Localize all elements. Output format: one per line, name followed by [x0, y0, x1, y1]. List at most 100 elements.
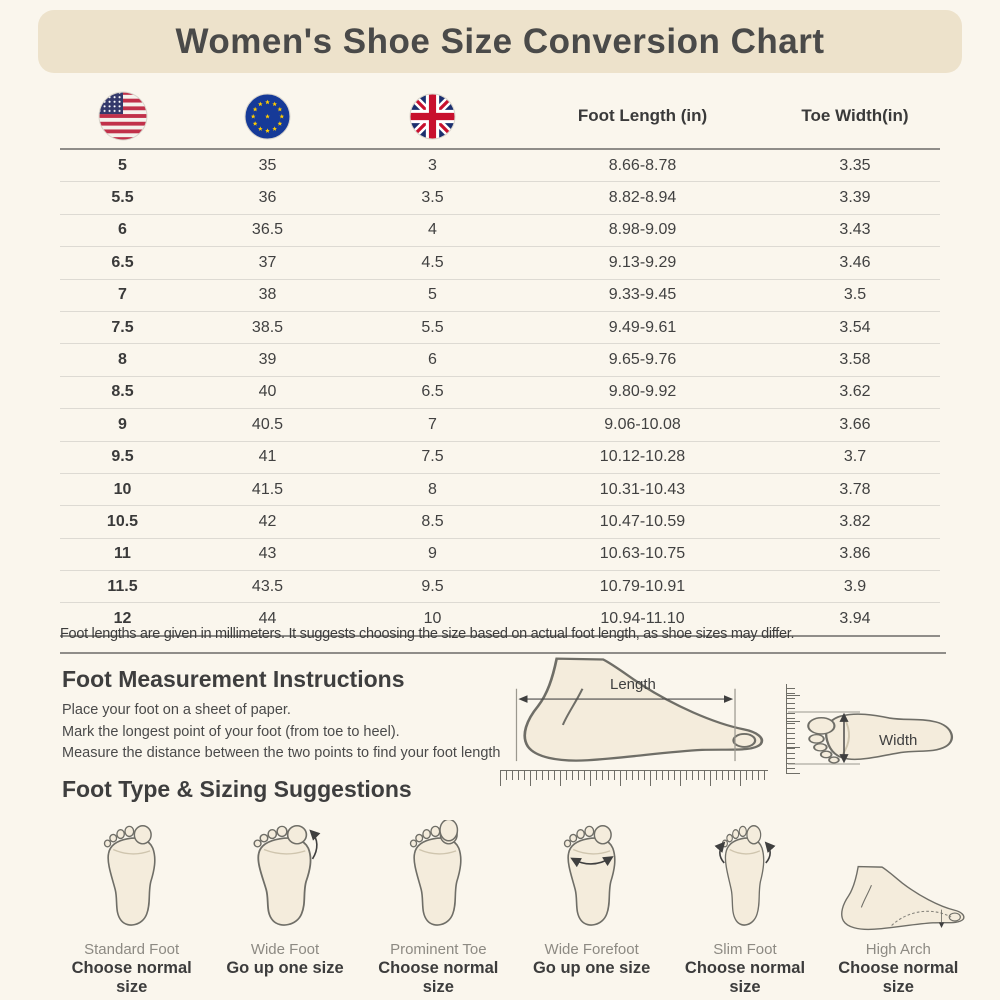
cell-toe-width: 3.54	[770, 310, 940, 344]
slim-foot-sole-icon	[668, 816, 821, 934]
measurement-section-title: Foot Measurement Instructions	[62, 666, 405, 692]
cell-toe-width: 3.94	[770, 602, 940, 637]
cell-uk-size: 6.5	[350, 375, 515, 409]
foot-types-section-title: Foot Type & Sizing Suggestions	[62, 776, 412, 802]
foot-types-row: Standard Foot Choose normal size Wide Fo…	[55, 816, 975, 997]
cell-us-size: 11.5	[60, 570, 185, 603]
table-row: 10.5 42 8.5 10.47-10.59 3.82	[60, 505, 940, 539]
cell-eu-size: 39	[185, 343, 350, 377]
cell-eu-size: 40.5	[185, 408, 350, 442]
cell-toe-width: 3.35	[839, 156, 871, 174]
cell-foot-length: 9.65-9.76	[515, 343, 770, 377]
cell-us-size: 5	[118, 156, 127, 174]
table-row: 11.5 43.5 9.5 10.79-10.91 3.9	[60, 570, 940, 603]
foot-type-item: Wide Forefoot Go up one size	[515, 816, 668, 997]
foot-type-name: High Arch	[865, 941, 931, 958]
cell-uk-size: 5	[350, 278, 515, 312]
cell-eu-size: 41	[185, 440, 350, 474]
cell-toe-width: 3.9	[770, 570, 940, 603]
wide-forefoot-sole-icon	[515, 816, 668, 934]
cell-eu-size: 36.5	[185, 213, 350, 247]
cell-foot-length: 10.47-10.59	[515, 505, 770, 539]
standard-foot-sole-icon	[55, 816, 208, 934]
cell-toe-width: 3.66	[770, 408, 940, 442]
cell-foot-length: 10.79-10.91	[515, 570, 770, 603]
measurement-section: Foot Measurement Instructions Place your…	[62, 666, 502, 765]
length-label: Length	[610, 676, 656, 693]
table-row: 8 39 6 9.65-9.76 3.58	[60, 343, 940, 377]
column-header-foot-length: Foot Length (in)	[515, 84, 770, 150]
cell-us-size: 8	[60, 343, 185, 377]
foot-width-diagram: Width	[782, 660, 992, 785]
cell-foot-length: 10.94-11.10	[515, 602, 770, 637]
cell-toe-width: 3.46	[770, 246, 940, 280]
cell-uk-size: 4	[350, 213, 515, 247]
title-band: Women's Shoe Size Conversion Chart	[38, 10, 962, 73]
cell-us-size: 10	[60, 472, 185, 506]
table-row: 5.5 36 3.5 8.82-8.94 3.39	[60, 181, 940, 215]
cell-toe-width: 3.43	[770, 213, 940, 247]
foot-side-illustration	[515, 657, 764, 762]
table-row: 6.5 37 4.5 9.13-9.29 3.46	[60, 246, 940, 280]
cell-foot-length: 8.98-9.09	[515, 213, 770, 247]
cell-toe-width: 3.39	[770, 181, 940, 215]
cell-uk-size: 6	[350, 343, 515, 377]
foot-type-name: Wide Forefoot	[544, 941, 639, 958]
cell-eu-size: 43.5	[185, 570, 350, 603]
table-row: 7.5 38.5 5.5 9.49-9.61 3.54	[60, 310, 940, 344]
instruction-step: Measure the distance between the two poi…	[62, 745, 501, 761]
table-row: 9.5 41 7.5 10.12-10.28 3.7	[60, 440, 940, 474]
cell-eu-size: 37	[185, 246, 350, 280]
cell-toe-width: 3.82	[770, 505, 940, 539]
foot-length-diagram: Length	[498, 656, 778, 790]
table-row: 5 35 3 8.66-8.78 3.35	[60, 149, 940, 182]
cell-uk-size: 3	[428, 156, 437, 174]
cell-us-size: 6	[60, 213, 185, 247]
cell-eu-size: 43	[185, 537, 350, 571]
cell-us-size: 7.5	[60, 310, 185, 344]
width-label: Width	[879, 732, 918, 749]
cell-foot-length: 8.82-8.94	[515, 181, 770, 215]
cell-uk-size: 10	[350, 602, 515, 637]
eu-flag-icon	[185, 84, 350, 150]
cell-us-size: 5.5	[60, 181, 185, 215]
foot-type-suggestion: Choose normal size	[378, 959, 499, 996]
cell-us-size: 7	[60, 278, 185, 312]
table-row: 8.5 40 6.5 9.80-9.92 3.62	[60, 375, 940, 409]
cell-foot-length: 10.31-10.43	[515, 472, 770, 506]
table-row: 9 40.5 7 9.06-10.08 3.66	[60, 408, 940, 442]
cell-toe-width: 3.62	[770, 375, 940, 409]
foot-type-suggestion: Choose normal size	[684, 959, 806, 996]
vertical-ruler-icon	[786, 684, 801, 774]
table-row: 7 38 5 9.33-9.45 3.5	[60, 278, 940, 312]
foot-type-item: Slim Foot Choose normal size	[668, 816, 821, 997]
foot-sole-illustration	[788, 711, 954, 765]
cell-us-size: 8.5	[60, 375, 185, 409]
foot-type-suggestion: Go up one size	[226, 959, 344, 977]
cell-us-size: 9.5	[60, 440, 185, 474]
page-title: Women's Shoe Size Conversion Chart	[175, 21, 825, 61]
cell-toe-width: 3.7	[770, 440, 940, 474]
foot-type-item: Wide Foot Go up one size	[208, 816, 361, 997]
cell-uk-size: 5.5	[350, 310, 515, 344]
foot-type-suggestion: Choose normal size	[838, 959, 959, 996]
foot-type-item: Standard Foot Choose normal size	[55, 816, 208, 997]
cell-uk-size: 7	[350, 408, 515, 442]
foot-type-name: Prominent Toe	[390, 941, 487, 958]
cell-foot-length: 9.33-9.45	[515, 278, 770, 312]
table-header-row: Foot Length (in) Toe Width(in)	[60, 84, 940, 150]
cell-uk-size: 9	[350, 537, 515, 571]
cell-foot-length: 9.13-9.29	[515, 246, 770, 280]
foot-type-suggestion: Go up one size	[532, 959, 651, 977]
cell-uk-size: 3.5	[350, 181, 515, 215]
cell-uk-size: 9.5	[350, 570, 515, 603]
column-header-toe-width: Toe Width(in)	[770, 84, 940, 150]
prominent-toe-sole-icon	[362, 816, 515, 934]
cell-toe-width: 3.5	[770, 278, 940, 312]
cell-toe-width: 3.86	[770, 537, 940, 571]
footnote: Foot lengths are given in millimeters. I…	[60, 626, 946, 654]
cell-foot-length: 10.12-10.28	[515, 440, 770, 474]
cell-foot-length: 9.49-9.61	[515, 310, 770, 344]
cell-eu-size: 40	[185, 375, 350, 409]
